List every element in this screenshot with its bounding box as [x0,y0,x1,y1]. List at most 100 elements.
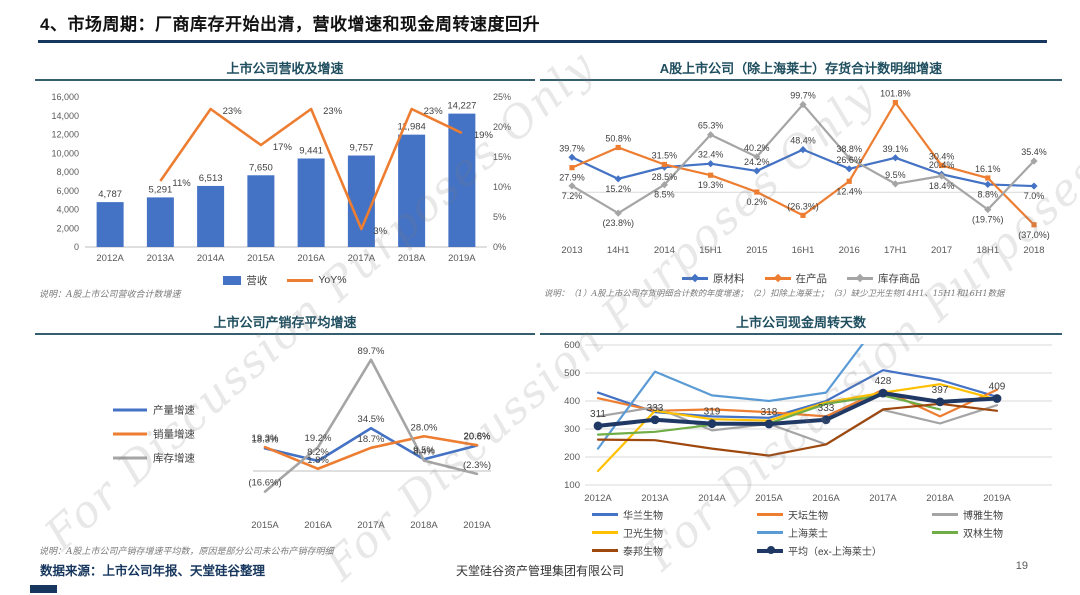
svg-text:5,291: 5,291 [148,184,172,195]
svg-text:6,000: 6,000 [56,186,79,196]
svg-text:15%: 15% [493,152,511,162]
data-source: 数据来源：上市公司年报、天堂硅谷整理 [40,564,266,578]
svg-text:14,000: 14,000 [51,111,79,121]
svg-text:12,000: 12,000 [51,130,79,140]
svg-text:2016A: 2016A [812,493,840,504]
panel-inventory-chart: A股上市公司（除上海莱士）存货合计数明细增速 2013 14H1 2014 15H1 2… [540,56,1062,308]
svg-text:26.6%: 26.6% [836,155,862,165]
svg-text:(37.0%): (37.0%) [1018,230,1050,240]
legend-label: 在产品 [795,272,828,285]
chart-note-revenue: 说明：A股上市公司营收合计数增速 [39,290,181,300]
panel-revenue-chart: 上市公司营收及增速 0 2,000 4,000 6,000 8,000 10,000 12,… [35,56,535,308]
svg-text:18H1: 18H1 [976,245,999,256]
svg-text:2018A: 2018A [926,493,954,504]
chart-title-inventory: A股上市公司（除上海莱士）存货合计数明细增速 [659,61,943,76]
svg-text:2019A: 2019A [983,493,1011,504]
legend-label: 营收 [246,274,268,287]
legend-swatch [757,543,783,556]
revenue-growth-chart: 0 2,000 4,000 6,000 8,000 10,000 12,000 14,000 1… [51,92,511,264]
svg-text:2014A: 2014A [197,253,225,264]
legend-item: 华兰生物 [592,507,757,522]
legend-item: 博雅生物 [932,507,1052,522]
svg-text:2018A: 2018A [398,253,426,264]
legend-item: 上海莱士 [757,525,932,540]
svg-text:2014A: 2014A [698,493,726,504]
legend-item: 天坛生物 [757,507,932,522]
legend-swatch [592,531,618,534]
legend-item: 营收 [223,273,267,288]
legend-swatch [757,531,783,534]
page-number: 19 [1015,560,1028,572]
svg-text:409: 409 [989,381,1006,392]
svg-text:397: 397 [932,385,949,396]
svg-text:14H1: 14H1 [607,245,630,256]
svg-text:20.4%: 20.4% [929,160,955,170]
panel-rule [35,79,535,81]
svg-text:2013A: 2013A [147,253,175,264]
svg-text:2019A: 2019A [463,520,491,531]
svg-text:31.5%: 31.5% [652,150,678,160]
legend-swatch [757,513,783,516]
svg-text:产量增速: 产量增速 [153,403,195,416]
svg-text:35.4%: 35.4% [1021,147,1047,157]
cash-chart-legend: 华兰生物 天坛生物 博雅生物 卫光生物 上海莱士 双林生物 泰邦生物 平均（ex-上海莱士） [592,505,1062,558]
svg-text:2015A: 2015A [755,493,783,504]
svg-text:(2.3%): (2.3%) [463,460,491,471]
svg-text:39.7%: 39.7% [559,143,585,153]
svg-text:2015A: 2015A [247,253,275,264]
svg-text:38.8%: 38.8% [836,144,862,154]
panel-rule [540,333,1062,335]
svg-text:16.1%: 16.1% [975,164,1001,174]
svg-text:2017A: 2017A [348,253,376,264]
svg-text:17%: 17% [273,142,293,153]
svg-text:19.3%: 19.3% [698,180,724,190]
legend-swatch [847,273,873,282]
svg-text:8.2%: 8.2% [307,447,329,458]
svg-text:15H1: 15H1 [699,245,722,256]
svg-text:销量增速: 销量增速 [153,427,195,440]
legend-label: 华兰生物 [623,511,663,522]
svg-text:23%: 23% [323,106,343,117]
legend-swatch [592,513,618,516]
svg-text:8.4%: 8.4% [413,447,435,458]
svg-text:24.2%: 24.2% [744,157,770,167]
legend-swatch [682,273,708,282]
svg-text:14,227: 14,227 [447,101,476,112]
svg-text:10,000: 10,000 [51,148,79,158]
svg-text:9,441: 9,441 [299,145,323,156]
svg-text:333: 333 [818,403,835,414]
chart-title-revenue: 上市公司营收及增速 [226,61,344,76]
svg-text:2019A: 2019A [448,253,476,264]
svg-text:319: 319 [704,407,721,418]
svg-text:99.7%: 99.7% [790,90,816,100]
svg-text:2017: 2017 [931,245,952,256]
legend-label: 平均（ex-上海莱士） [788,547,882,558]
legend-swatch [592,549,618,552]
legend-item: 在产品 [764,271,828,286]
svg-text:2012A: 2012A [96,253,124,264]
svg-text:18.4%: 18.4% [929,181,955,191]
svg-text:11,984: 11,984 [397,122,425,133]
svg-text:11%: 11% [172,178,191,189]
svg-text:318: 318 [761,407,778,418]
svg-text:2015A: 2015A [251,520,279,531]
page-title: 4、市场周期：厂商库存开始出清，营收增速和现金周转速度回升 [40,15,540,34]
panel-cash-chart: 上市公司现金周转天数 100 200 300 400 500 600 2012A 2013A 2… [540,310,1062,558]
legend-swatch [223,275,242,285]
legend-item: 双林生物 [932,525,1052,540]
svg-text:0: 0 [74,242,79,252]
svg-text:0%: 0% [493,242,506,252]
svg-text:7.2%: 7.2% [562,191,583,201]
svg-text:30.4%: 30.4% [929,151,955,161]
svg-text:2012A: 2012A [584,493,612,504]
legend-item: YoY% [287,274,347,286]
chart-note-inventory: 说明：（1）A股上市公司存货明细合计数的年度增速；（2）扣除上海莱士；（3）缺少… [544,288,1005,298]
svg-text:2013A: 2013A [641,493,669,504]
company-name: 天堂硅谷资产管理集团有限公司 [455,564,624,578]
legend-swatch [287,278,314,282]
svg-text:25%: 25% [493,92,511,102]
legend-item: 原材料 [682,271,745,286]
svg-text:4,000: 4,000 [56,205,79,215]
svg-text:100: 100 [564,480,580,491]
